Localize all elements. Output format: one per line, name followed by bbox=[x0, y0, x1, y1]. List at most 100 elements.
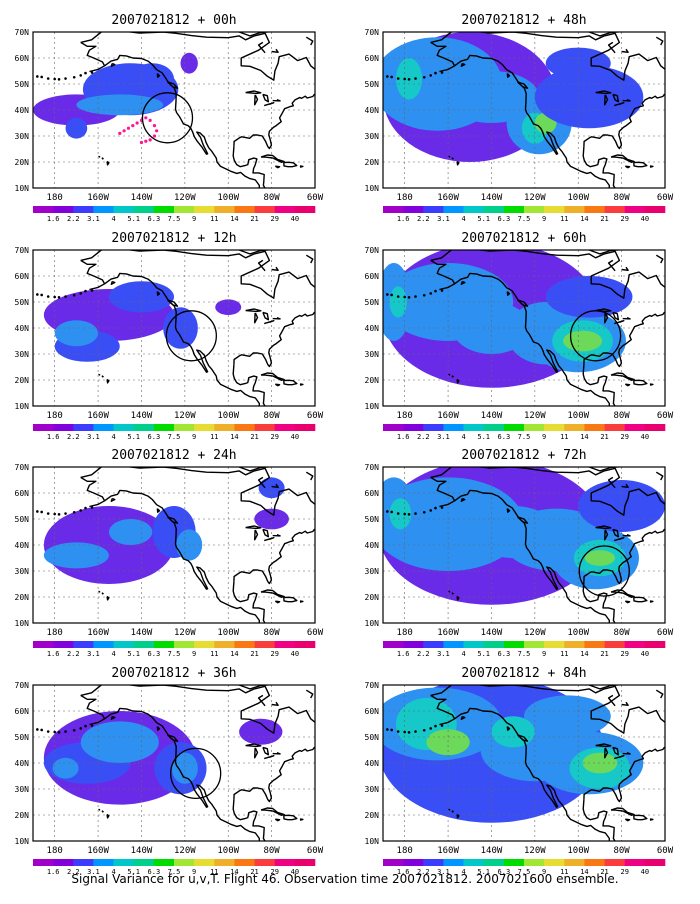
lat-label: 70N bbox=[15, 681, 30, 690]
island-marker bbox=[396, 295, 400, 298]
colorbar-swatch bbox=[624, 206, 646, 213]
lat-label: 40N bbox=[365, 106, 380, 115]
coastline bbox=[612, 528, 620, 538]
coastline bbox=[232, 364, 266, 406]
colorbar-swatch bbox=[73, 424, 94, 431]
coastline bbox=[233, 746, 315, 803]
colorbar-swatch bbox=[234, 206, 255, 213]
lon-label: 180 bbox=[397, 628, 413, 638]
coastline bbox=[456, 595, 460, 601]
coastline bbox=[517, 516, 529, 524]
colorbar-swatch bbox=[254, 424, 276, 431]
colorbar-swatch bbox=[483, 424, 505, 431]
map-panel: 2007021812 + 00h 10N 20N 30N 40N 50N 60N 70N 180… bbox=[15, 13, 324, 223]
coastline bbox=[456, 378, 460, 384]
colorbar-label: 4 bbox=[111, 433, 115, 441]
colorbar-label: 40 bbox=[641, 650, 649, 658]
colorbar-swatch bbox=[383, 424, 404, 431]
coastline bbox=[283, 814, 298, 821]
coastline bbox=[460, 280, 466, 285]
colorbar-swatch bbox=[274, 206, 296, 213]
coastline bbox=[430, 259, 456, 291]
lat-label: 70N bbox=[15, 28, 30, 37]
coastline bbox=[448, 373, 451, 376]
coastline bbox=[622, 533, 631, 537]
colorbar-swatch bbox=[194, 641, 215, 648]
coastline bbox=[622, 98, 631, 102]
gridlines bbox=[33, 250, 315, 406]
island-marker bbox=[90, 506, 94, 509]
colorbar-label: 9 bbox=[192, 868, 196, 876]
island-marker bbox=[36, 728, 39, 731]
coastline bbox=[156, 73, 161, 78]
lon-label: 140W bbox=[481, 411, 503, 421]
island-marker bbox=[440, 71, 444, 74]
coastline bbox=[460, 497, 466, 502]
colorbar-label: 3.1 bbox=[87, 868, 100, 876]
coastline bbox=[582, 581, 616, 623]
island-marker bbox=[57, 296, 61, 299]
coastline bbox=[167, 299, 179, 307]
variance-contour bbox=[491, 716, 535, 748]
coastline bbox=[588, 467, 622, 472]
coastline bbox=[263, 537, 275, 542]
panel-title: 2007021812 + 12h bbox=[111, 231, 236, 246]
colorbar-swatch bbox=[294, 859, 316, 866]
lon-label: 160W bbox=[437, 846, 459, 856]
coastline bbox=[624, 818, 631, 822]
lat-label: 30N bbox=[15, 132, 30, 141]
colorbar-swatch bbox=[214, 859, 235, 866]
coastline bbox=[233, 311, 315, 368]
colorbar-swatch bbox=[544, 206, 565, 213]
island-marker bbox=[422, 728, 426, 732]
flight-point bbox=[118, 131, 122, 135]
colorbar-label: 2.2 bbox=[67, 433, 80, 441]
colorbar-swatch bbox=[403, 206, 424, 213]
colorbar-label: 40 bbox=[641, 215, 649, 223]
coastline bbox=[595, 743, 612, 748]
coastline bbox=[156, 508, 161, 513]
lat-label: 60N bbox=[365, 272, 380, 281]
colorbar-label: 14 bbox=[580, 868, 588, 876]
colorbar-label: 29 bbox=[620, 650, 628, 658]
colorbar-label: 4 bbox=[461, 650, 465, 658]
island-marker bbox=[64, 77, 67, 80]
lon-label: 140W bbox=[131, 628, 153, 638]
lon-label: 160W bbox=[87, 411, 109, 421]
coastline bbox=[649, 165, 654, 168]
island-marker bbox=[64, 730, 67, 733]
coastline bbox=[460, 715, 466, 720]
colorbar-swatch bbox=[524, 859, 545, 866]
lat-label: 70N bbox=[365, 463, 380, 472]
coastline bbox=[460, 62, 466, 68]
colorbar-label: 9 bbox=[542, 215, 546, 223]
colorbar-swatch bbox=[463, 641, 485, 648]
island-marker bbox=[403, 512, 406, 516]
island-marker bbox=[390, 293, 393, 297]
island-marker bbox=[79, 74, 83, 77]
colorbar-label: 6.3 bbox=[498, 433, 511, 441]
colorbar-swatch bbox=[503, 424, 525, 431]
colorbar-swatch bbox=[274, 859, 296, 866]
lat-label: 70N bbox=[15, 246, 30, 255]
coastline bbox=[305, 254, 314, 264]
coastline bbox=[622, 751, 631, 755]
coastline bbox=[238, 685, 272, 690]
colorbar-label: 21 bbox=[600, 650, 608, 658]
colorbar-swatch bbox=[524, 424, 545, 431]
coastline bbox=[262, 746, 270, 756]
colorbar-label: 1.6 bbox=[397, 868, 410, 876]
coastline bbox=[299, 383, 304, 386]
lon-label: 140W bbox=[131, 193, 153, 203]
lon-label: 100W bbox=[567, 846, 589, 856]
colorbar-swatch bbox=[483, 859, 505, 866]
island-marker bbox=[72, 293, 76, 297]
coastline bbox=[274, 600, 281, 604]
lon-label: 100W bbox=[567, 193, 589, 203]
flight-point bbox=[152, 134, 157, 138]
variance-contour bbox=[80, 721, 159, 763]
lon-label: 60W bbox=[657, 628, 674, 638]
lat-label: 40N bbox=[15, 106, 30, 115]
colorbar-swatch bbox=[584, 424, 605, 431]
colorbar-label: 14 bbox=[580, 650, 588, 658]
